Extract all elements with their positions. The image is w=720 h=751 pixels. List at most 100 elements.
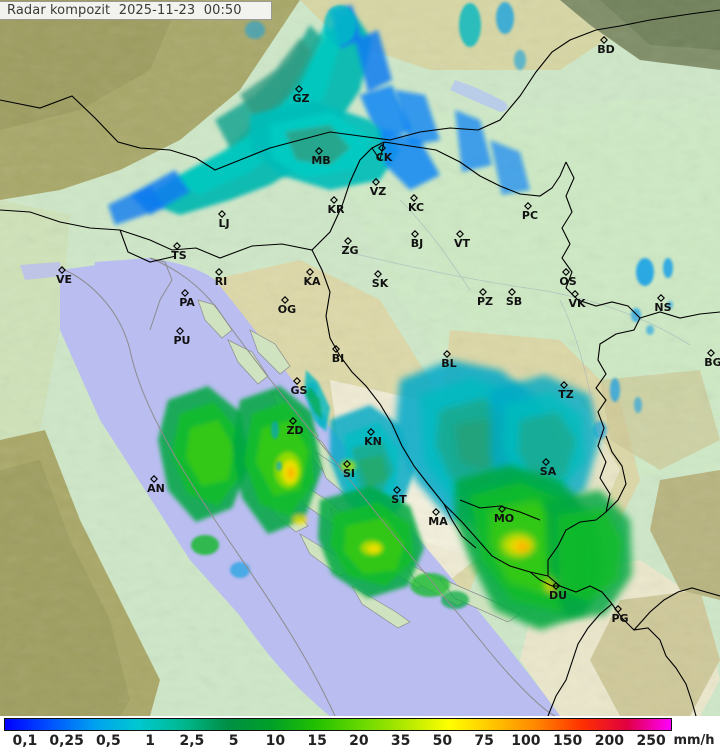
city-marker-icon — [657, 294, 665, 302]
city-label: KC — [408, 201, 424, 214]
city-marker-icon — [295, 85, 303, 93]
legend-color-bar — [4, 718, 672, 731]
city-label: PZ — [477, 295, 493, 308]
city-zg: ZG — [341, 237, 359, 257]
city-label: OS — [559, 275, 576, 288]
city-ri: RI — [215, 268, 228, 288]
legend-tick-15: 250 — [636, 733, 666, 749]
city-du: DU — [549, 582, 567, 602]
city-label: RI — [215, 275, 228, 288]
city-label: PC — [522, 209, 538, 222]
city-pc: PC — [522, 202, 538, 222]
city-markers: GZ MB CK VZ KR KC LJ PC ZG BJ VT TS RI KA SK OS VE PA OG PZ… — [56, 36, 720, 625]
city-label: BG — [704, 356, 720, 369]
city-label: BL — [441, 357, 456, 370]
city-marker-icon — [443, 350, 451, 358]
legend-tick-5: 5 — [228, 733, 239, 749]
city-lj: LJ — [218, 210, 230, 230]
city-label: MO — [494, 512, 514, 525]
radar-echo-brac-hvar — [318, 460, 424, 598]
city-kn: KN — [364, 428, 382, 448]
city-pa: PA — [179, 289, 195, 309]
city-ns: NS — [654, 294, 672, 314]
legend-tick-10: 50 — [432, 733, 453, 749]
city-label: TS — [171, 249, 187, 262]
city-marker-icon — [374, 270, 382, 278]
city-marker-icon — [614, 605, 622, 613]
city-an: AN — [147, 475, 165, 495]
legend-tick-13: 150 — [553, 733, 583, 749]
city-si: SI — [343, 460, 355, 480]
legend-tick-6: 10 — [265, 733, 286, 749]
legend-unit: mm/h — [673, 733, 715, 748]
city-marker-icon — [215, 268, 223, 276]
city-ck: CK — [376, 144, 393, 164]
city-marker-icon — [218, 210, 226, 218]
city-label: PU — [174, 334, 191, 347]
radar-echo-specks-ne — [245, 2, 526, 70]
city-label: ST — [391, 493, 407, 506]
city-label: BI — [332, 352, 344, 365]
city-marker-icon — [508, 288, 516, 296]
city-label: PG — [611, 612, 628, 625]
city-marker-icon — [58, 266, 66, 274]
city-label: GS — [291, 384, 308, 397]
city-marker-icon — [289, 417, 297, 425]
legend-tick-11: 75 — [474, 733, 494, 749]
city-os: OS — [559, 268, 577, 288]
city-mb: MB — [311, 147, 331, 167]
city-kr: KR — [328, 196, 345, 216]
radar-map[interactable]: GZ MB CK VZ KR KC LJ PC ZG BJ VT TS RI KA SK OS VE PA OG PZ… — [0, 0, 720, 716]
city-marker-icon — [378, 144, 386, 152]
city-marker-icon — [330, 196, 338, 204]
radar-echo-zadar-line — [304, 370, 330, 432]
city-vk: VK — [568, 290, 586, 310]
city-marker-icon — [306, 268, 314, 276]
legend-tick-1: 0,25 — [49, 733, 84, 749]
city-label: SA — [540, 465, 557, 478]
city-marker-icon — [293, 377, 301, 385]
legend-tick-0: 0,1 — [12, 733, 38, 749]
city-label: LJ — [218, 217, 229, 230]
city-marker-icon — [498, 505, 506, 513]
legend-tick-4: 2,5 — [179, 733, 205, 749]
city-marker-icon — [393, 486, 401, 494]
city-marker-icon — [707, 349, 715, 357]
radar-echo-montenegro — [545, 490, 632, 618]
city-label: MA — [428, 515, 448, 528]
city-marker-icon — [281, 296, 289, 304]
city-ka: KA — [303, 268, 321, 288]
city-ve: VE — [56, 266, 72, 286]
city-ts: TS — [171, 242, 187, 262]
city-marker-icon — [176, 327, 184, 335]
city-marker-icon — [432, 508, 440, 516]
city-bd: BD — [597, 36, 615, 56]
city-marker-icon — [173, 242, 181, 250]
legend-tick-2: 0,5 — [95, 733, 121, 749]
city-label: BJ — [411, 237, 423, 250]
legend-tick-8: 20 — [349, 733, 369, 749]
city-marker-icon — [315, 147, 323, 155]
city-label: NS — [654, 301, 671, 314]
city-marker-icon — [562, 268, 570, 276]
city-vz: VZ — [370, 178, 386, 198]
city-marker-icon — [343, 460, 351, 468]
city-marker-icon — [560, 381, 568, 389]
city-label: BD — [597, 43, 615, 56]
city-label: PA — [179, 296, 195, 309]
city-bj: BJ — [411, 230, 423, 250]
city-marker-icon — [344, 237, 352, 245]
city-mo: MO — [494, 505, 514, 525]
rivers — [339, 199, 691, 441]
city-marker-icon — [600, 36, 608, 44]
city-marker-icon — [332, 345, 340, 353]
city-sk: SK — [372, 270, 389, 290]
city-label: MB — [311, 154, 330, 167]
radar-echo-maribor — [250, 90, 530, 195]
city-marker-icon — [150, 475, 158, 483]
city-pu: PU — [174, 327, 191, 347]
city-label: OG — [278, 303, 296, 316]
city-sa: SA — [540, 458, 557, 478]
city-zd: ZD — [286, 417, 304, 437]
